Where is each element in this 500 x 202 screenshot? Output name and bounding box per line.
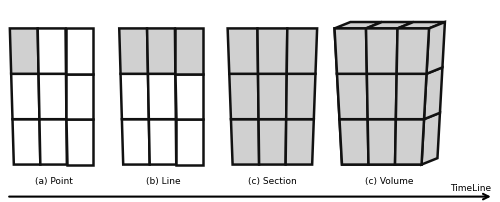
Polygon shape — [66, 29, 94, 74]
Polygon shape — [396, 74, 426, 120]
Text: (c) Volume: (c) Volume — [366, 176, 414, 185]
Polygon shape — [11, 74, 40, 120]
Polygon shape — [66, 120, 94, 165]
Polygon shape — [148, 74, 176, 120]
Text: (c) Section: (c) Section — [248, 176, 297, 185]
Polygon shape — [396, 29, 429, 74]
Polygon shape — [367, 74, 396, 120]
Polygon shape — [149, 120, 176, 165]
Polygon shape — [231, 120, 259, 165]
Polygon shape — [337, 74, 368, 120]
Polygon shape — [66, 74, 94, 120]
Polygon shape — [334, 29, 367, 74]
Polygon shape — [12, 120, 40, 165]
Text: TimeLine: TimeLine — [450, 183, 491, 192]
Polygon shape — [396, 29, 429, 74]
Polygon shape — [366, 29, 398, 74]
Polygon shape — [258, 120, 286, 165]
Polygon shape — [368, 120, 396, 165]
Polygon shape — [286, 29, 317, 74]
Polygon shape — [396, 74, 426, 120]
Polygon shape — [120, 74, 149, 120]
Polygon shape — [122, 120, 150, 165]
Polygon shape — [228, 29, 258, 74]
Polygon shape — [176, 74, 203, 120]
Polygon shape — [426, 23, 445, 74]
Polygon shape — [230, 74, 258, 120]
Polygon shape — [286, 120, 314, 165]
Polygon shape — [366, 29, 398, 74]
Polygon shape — [340, 120, 368, 165]
Polygon shape — [38, 29, 66, 74]
Polygon shape — [38, 74, 66, 120]
Polygon shape — [398, 23, 445, 29]
Polygon shape — [286, 74, 316, 120]
Polygon shape — [422, 113, 440, 165]
Polygon shape — [147, 29, 176, 74]
Polygon shape — [337, 74, 368, 120]
Polygon shape — [119, 29, 148, 74]
Polygon shape — [258, 74, 286, 120]
Text: (a) Point: (a) Point — [34, 176, 72, 185]
Polygon shape — [40, 120, 67, 165]
Polygon shape — [424, 68, 442, 120]
Polygon shape — [340, 120, 368, 165]
Polygon shape — [175, 29, 203, 74]
Text: (b) Line: (b) Line — [146, 176, 180, 185]
Polygon shape — [368, 120, 396, 165]
Polygon shape — [176, 120, 203, 165]
Polygon shape — [367, 74, 396, 120]
Polygon shape — [395, 120, 424, 165]
Polygon shape — [334, 23, 382, 29]
Polygon shape — [366, 23, 414, 29]
Polygon shape — [395, 120, 424, 165]
Polygon shape — [10, 29, 38, 74]
Polygon shape — [334, 29, 367, 74]
Polygon shape — [258, 29, 288, 74]
